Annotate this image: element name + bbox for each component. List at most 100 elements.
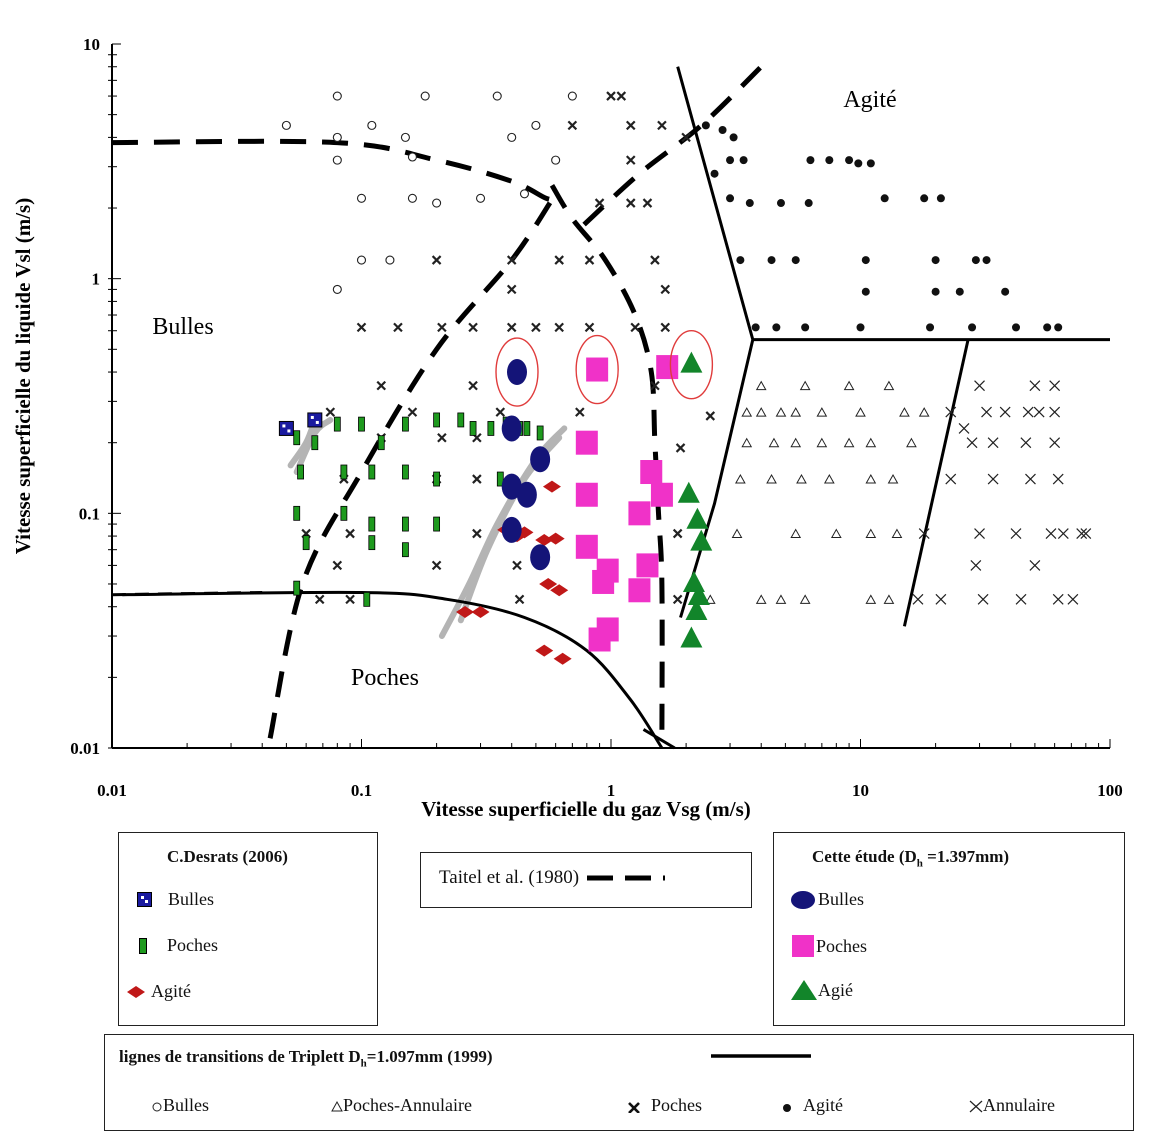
marker-desrats-poches [402, 516, 409, 532]
marker-etude-bulles [507, 359, 528, 386]
marker-desrats-poches [523, 421, 531, 436]
marker-triplett-poches-annulaire [790, 528, 802, 539]
marker-triplett-poches-annulaire [865, 437, 877, 448]
marker-triplett-poches [650, 380, 660, 391]
legend-desrats-bulles-label: Bulles [168, 889, 215, 909]
marker-triplett-annulaire [1049, 437, 1061, 449]
marker-triplett-bulles [519, 189, 530, 199]
marker-desrats-poches [358, 416, 365, 432]
legend-triplett-bulles-label: Bulles [163, 1095, 210, 1115]
marker-triplett-poches [531, 322, 541, 333]
x-tick-label: 10 [852, 781, 869, 800]
marker-triplett-agite [936, 194, 945, 203]
legend-etude-title-tail: =1.397mm) [922, 847, 1010, 866]
marker-triplett-agite [736, 256, 745, 265]
marker-triplett-annulaire [987, 437, 999, 449]
marker-triplett-annulaire [912, 593, 924, 605]
marker-triplett-poches [594, 198, 605, 208]
marker-etude-poches [628, 578, 651, 603]
marker-triplett-poches [512, 560, 522, 571]
marker-triplett-bulles [507, 132, 517, 142]
y-tick-label: 0.01 [70, 739, 100, 758]
taitel-transition-line [582, 64, 763, 227]
marker-triplett-agite [968, 323, 977, 332]
marker-triplett-annulaire [977, 593, 989, 605]
marker-desrats-agite [542, 480, 561, 493]
legend-triplett-agite-label: Agité [803, 1095, 843, 1115]
y-tick-label: 0.1 [79, 504, 100, 523]
marker-triplett-agite [739, 156, 748, 165]
marker-triplett-annulaire [1025, 473, 1036, 485]
marker-desrats-poches [496, 471, 504, 487]
marker-triplett-poches-annulaire [830, 528, 842, 539]
marker-triplett-poches [584, 322, 595, 333]
x-axis-title: Vitesse superficielle du gaz Vsg (m/s) [421, 797, 751, 821]
marker-triplett-agite [701, 121, 710, 130]
marker-desrats-poches [377, 435, 385, 451]
legend-etude-agie-label: Agié [818, 979, 853, 1000]
marker-etude-bulles [501, 473, 522, 500]
marker-triplett-poches [468, 380, 478, 391]
marker-triplett-bulles [332, 132, 342, 142]
marker-triplett-bulles [356, 193, 367, 203]
taitel-transition-line [111, 138, 557, 203]
marker-triplett-poches-annulaire [855, 407, 866, 417]
marker-etude-agie [680, 351, 703, 373]
marker-triplett-poches [630, 322, 640, 333]
marker-triplett-poches [554, 322, 564, 333]
marker-triplett-poches-annulaire [755, 594, 767, 604]
legend-triplett-agite: Agité [781, 1095, 843, 1116]
marker-triplett-agite [1001, 287, 1010, 296]
marker-etude-poches [575, 482, 598, 507]
marker-etude-poches [575, 534, 598, 559]
marker-triplett-agite [971, 256, 980, 265]
taitel-transition-line [549, 184, 665, 739]
marker-triplett-poches-annulaire [790, 407, 802, 417]
marker-triplett-poches-annulaire [883, 380, 895, 391]
marker-triplett-poches-annulaire [865, 594, 877, 604]
magenta-square-icon [792, 935, 814, 957]
marker-triplett-poches [672, 594, 683, 605]
marker-etude-poches [628, 501, 651, 526]
x-tick-label: 0.01 [97, 781, 127, 800]
marker-triplett-poches [625, 120, 636, 131]
marker-triplett-poches-annulaire [741, 407, 753, 417]
marker-triplett-poches-annulaire [768, 437, 780, 448]
marker-desrats-agite [550, 584, 569, 597]
triplett-transition-line [642, 728, 676, 750]
legend-etude: Cette étude (Dh =1.397mm) Bulles Poches … [773, 832, 1125, 1026]
dashed-line-icon [585, 874, 666, 882]
marker-triplett-poches [472, 528, 482, 539]
legend-taitel-label: Taitel et al. (1980) [439, 867, 580, 888]
marker-triplett-poches [431, 255, 442, 265]
marker-triplett-annulaire [987, 473, 999, 485]
marker-desrats-poches [340, 505, 348, 521]
legend-desrats-poches-label: Poches [167, 935, 218, 955]
marker-triplett-poches [393, 322, 403, 333]
marker-triplett-poches [468, 322, 478, 333]
marker-desrats-poches [333, 416, 341, 432]
highlight-circle [669, 329, 714, 400]
marker-checker [315, 420, 319, 424]
marker-etude-agie [686, 507, 709, 529]
marker-triplett-poches-annulaire [755, 407, 767, 417]
marker-triplett-poches-annulaire [887, 474, 899, 484]
marker-triplett-poches-annulaire [790, 437, 802, 448]
marker-triplett-agite [931, 256, 940, 265]
marker-triplett-agite [880, 194, 889, 203]
marker-etude-poches [656, 355, 679, 380]
marker-triplett-poches [567, 120, 578, 131]
marker-desrats-poches [433, 471, 441, 487]
marker-desrats-bulles [278, 420, 294, 436]
legend-etude-title: Cette étude (Dh =1.397mm) [812, 847, 1009, 869]
marker-triplett-poches [681, 132, 691, 143]
marker-triplett-annulaire [1052, 593, 1064, 605]
marker-triplett-poches-annulaire [823, 474, 835, 484]
marker-triplett-poches-annulaire [731, 528, 743, 539]
marker-triplett-poches-annulaire [816, 437, 828, 448]
marker-triplett-annulaire [945, 473, 957, 485]
marker-triplett-annulaire [1049, 380, 1061, 392]
marker-triplett-poches [625, 155, 636, 165]
marker-triplett-poches [650, 255, 660, 265]
legend-taitel-item: Taitel et al. (1980) [439, 867, 666, 889]
